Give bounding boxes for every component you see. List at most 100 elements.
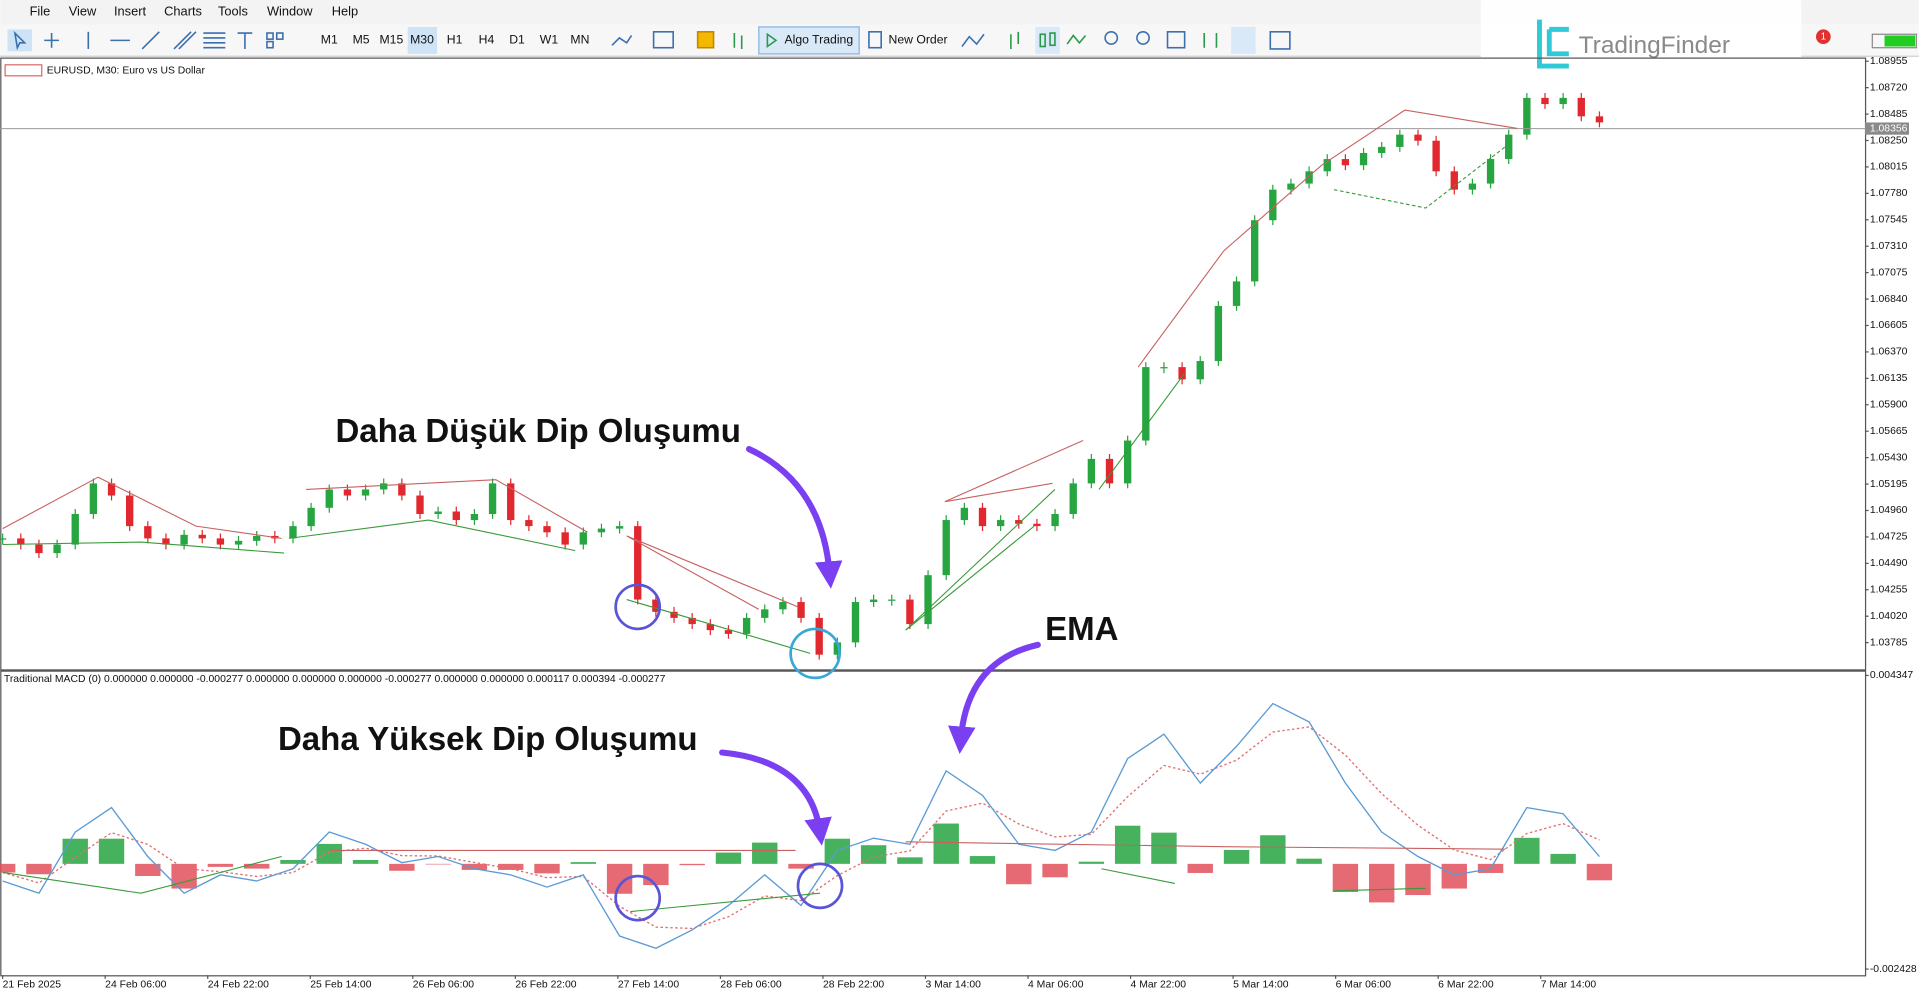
candle — [144, 526, 152, 539]
new-order-label[interactable]: New Order — [889, 33, 948, 47]
candle — [1087, 458, 1096, 484]
candle — [724, 630, 733, 634]
icon-tile[interactable] — [1166, 31, 1186, 49]
icon-bars[interactable] — [1010, 31, 1020, 49]
menu-item[interactable]: Window — [267, 4, 313, 19]
icon-fibo[interactable] — [203, 32, 226, 49]
menu-item[interactable]: File — [30, 4, 51, 19]
candle — [162, 538, 170, 545]
icon-templates[interactable] — [652, 31, 674, 49]
algo-trading-label[interactable]: Algo Trading — [785, 33, 854, 47]
y-tick-label: 1.05195 — [1870, 479, 1908, 490]
icon-indicators[interactable] — [611, 35, 633, 46]
circle-macd-2 — [796, 862, 844, 910]
icon — [13, 30, 27, 51]
btn-shift[interactable] — [1231, 26, 1256, 54]
candle — [706, 624, 714, 631]
candle — [543, 526, 551, 533]
btn-candles[interactable] — [1035, 26, 1060, 54]
candle — [1142, 367, 1150, 441]
histogram-bar — [1187, 863, 1213, 873]
icon-zoom-in[interactable] — [1104, 31, 1119, 45]
y-tick-label: 1.08015 — [1870, 162, 1908, 173]
candle — [779, 602, 787, 610]
icon-market[interactable] — [696, 31, 715, 49]
icon-text[interactable] — [237, 32, 253, 49]
histogram-bar — [425, 863, 451, 865]
timeframe[interactable]: MN — [570, 33, 589, 47]
candle — [851, 602, 860, 643]
candle — [1323, 159, 1331, 172]
candle — [1595, 116, 1604, 123]
candle — [1559, 97, 1567, 105]
timeframe[interactable]: H1 — [447, 33, 463, 47]
candle — [833, 642, 842, 655]
icon-trendline[interactable] — [141, 31, 160, 50]
tool-select[interactable] — [7, 29, 33, 52]
main-pane — [0, 57, 1867, 671]
signal-box — [1871, 33, 1917, 49]
histogram-bar — [1441, 863, 1467, 889]
icon-new-order[interactable] — [868, 31, 882, 49]
notification-badge[interactable] — [1816, 29, 1831, 45]
logo-box — [1480, 0, 1802, 93]
menu-item[interactable]: Tools — [218, 4, 248, 19]
y-tick-label: 1.04725 — [1870, 532, 1908, 543]
icon-line-chart[interactable] — [1066, 34, 1087, 45]
highlights — [614, 583, 844, 922]
histogram-bar — [788, 863, 814, 869]
histogram-bar — [352, 859, 379, 864]
candle — [416, 495, 424, 514]
candle — [234, 540, 243, 545]
trend-red — [944, 109, 1518, 503]
menu-item[interactable]: Help — [332, 4, 358, 19]
icon-crosshair[interactable] — [44, 33, 59, 48]
histogram-bar — [1550, 853, 1576, 864]
candle — [198, 534, 206, 539]
timeframe[interactable]: W1 — [540, 33, 559, 47]
candle — [53, 544, 61, 554]
menu-item[interactable]: Insert — [114, 4, 147, 19]
y-tick-label: 1.07075 — [1870, 267, 1908, 278]
y-tick-label: 1.04020 — [1870, 611, 1908, 622]
icon-zoom-out[interactable] — [1136, 31, 1150, 45]
logo-text: TradingFinder — [1579, 32, 1730, 59]
menu-item[interactable]: Charts — [164, 4, 202, 19]
candle — [906, 599, 914, 625]
candle — [615, 526, 624, 529]
icon-signals[interactable] — [961, 33, 985, 47]
timeframe[interactable]: M5 — [353, 33, 370, 47]
icon-scroll[interactable] — [1203, 33, 1218, 48]
menu-item[interactable]: View — [69, 4, 97, 19]
indicator-title: Traditional MACD (0) 0.000000 0.000000 -… — [4, 674, 666, 685]
candle — [343, 489, 352, 496]
candle — [325, 489, 333, 508]
annotation-ema: EMA — [1045, 610, 1118, 647]
x-tick-label: 24 Feb 06:00 — [105, 980, 166, 991]
timeframe[interactable]: M15 — [380, 33, 404, 47]
candle — [1305, 171, 1313, 184]
x-tick-label: 26 Feb 22:00 — [515, 980, 576, 991]
y-tick-label: 1.05430 — [1870, 452, 1908, 463]
icon-channel[interactable] — [173, 31, 197, 50]
candle — [216, 538, 225, 545]
histogram-bar — [1332, 863, 1359, 893]
annotation-lower-low: Daha Düşük Dip Oluşumu — [335, 412, 740, 449]
candle — [815, 617, 823, 655]
candle — [488, 483, 497, 514]
timeframe[interactable]: D1 — [509, 33, 525, 47]
icon-shapes[interactable] — [266, 32, 274, 40]
histogram-bar — [316, 843, 342, 864]
x-tick-label: 7 Mar 14:00 — [1541, 980, 1597, 991]
signal-line — [2, 726, 1600, 930]
timeframe[interactable]: H4 — [479, 33, 495, 47]
x-tick-label: 27 Feb 14:00 — [618, 980, 679, 991]
histogram-bar — [933, 823, 959, 864]
candle — [0, 538, 7, 540]
timeframe[interactable]: M30 — [410, 33, 434, 47]
timeframe[interactable]: M1 — [321, 33, 338, 47]
icon-depth[interactable] — [733, 33, 743, 49]
icon-screenshot[interactable] — [1269, 31, 1291, 50]
